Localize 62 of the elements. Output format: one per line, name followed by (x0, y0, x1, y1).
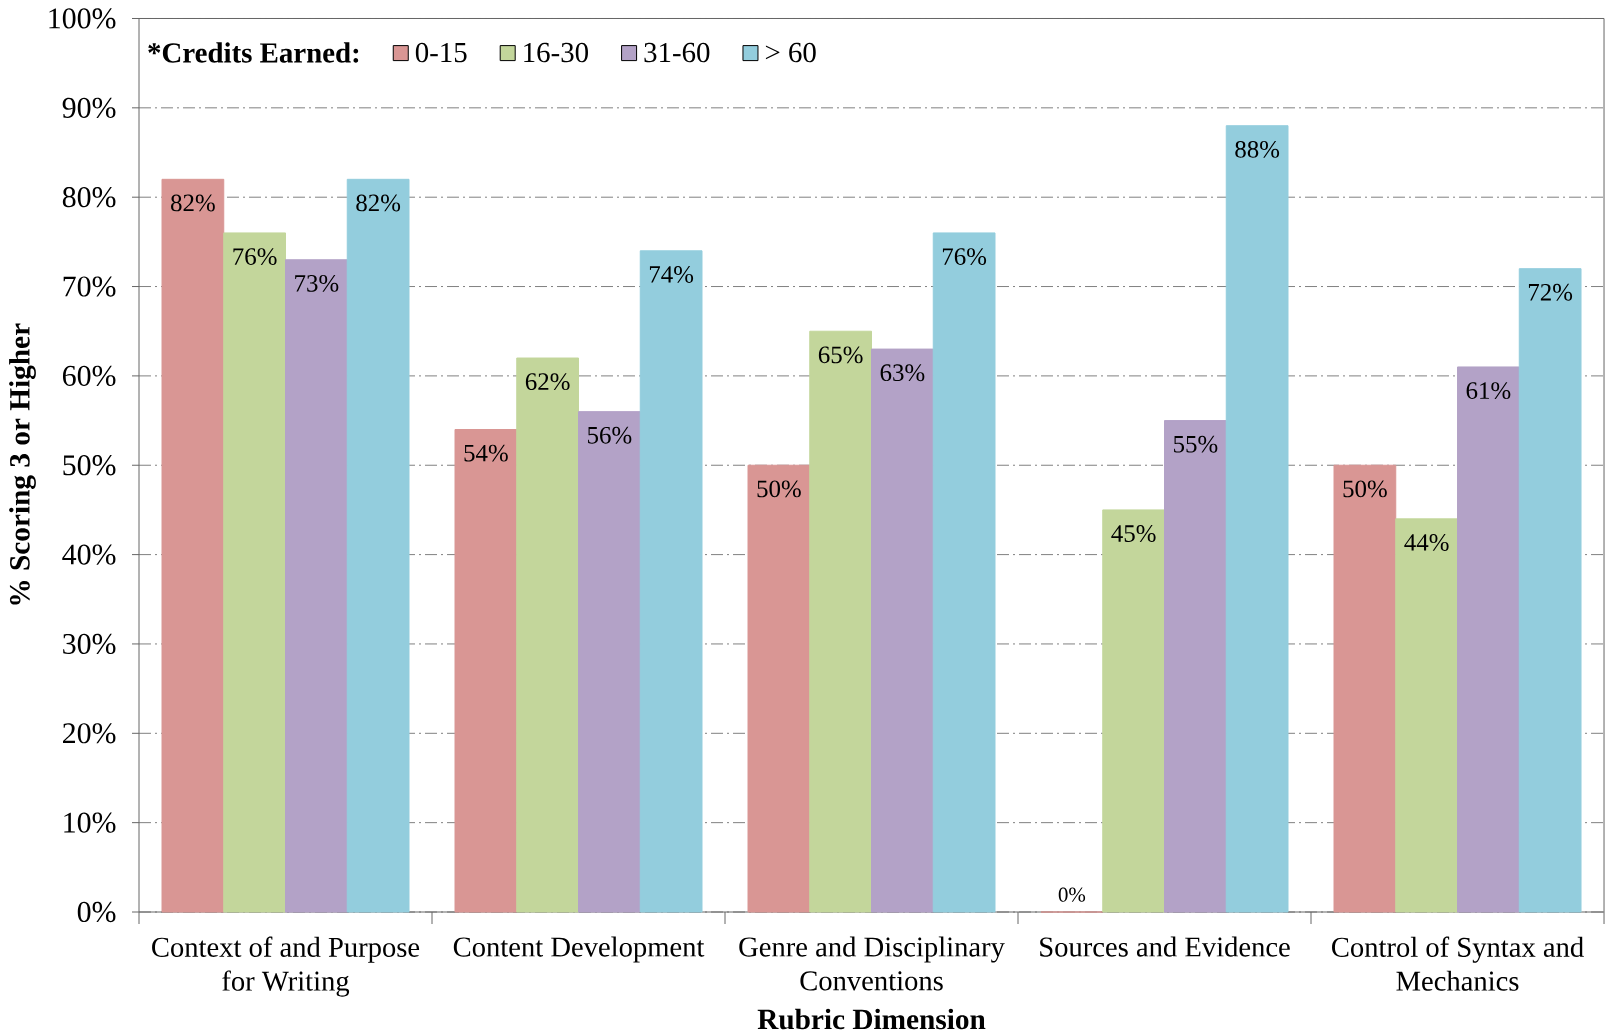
data-label: 72% (1528, 283, 1573, 301)
y-tick-label: 20% (63, 723, 116, 744)
y-tick-label: 0% (77, 901, 116, 923)
bar (747, 464, 811, 913)
data-label: 0% (1058, 887, 1086, 902)
y-tick-label: 100% (49, 8, 116, 29)
x-axis-title: Rubric Dimension (757, 1008, 986, 1030)
bar (809, 330, 873, 913)
bar (1164, 420, 1227, 913)
data-label: 55% (1174, 435, 1218, 453)
bar (1518, 268, 1582, 913)
bar (346, 178, 410, 913)
bar (1102, 509, 1166, 913)
legend-title: *Credits Earned: (148, 42, 359, 63)
bar (454, 429, 518, 913)
y-tick-label: 30% (63, 633, 116, 655)
y-tick-label: 60% (62, 365, 116, 387)
data-label: 88% (1235, 140, 1280, 158)
x-tick-label: Context of and Purpose for Writing (152, 936, 420, 997)
bar (639, 250, 703, 913)
bar (871, 348, 934, 913)
data-label: 50% (1343, 480, 1387, 498)
data-label: 44% (1404, 534, 1449, 551)
y-tick-label: 10% (64, 812, 116, 833)
data-label: 65% (818, 346, 863, 364)
legend-label: 16-30 (524, 42, 588, 63)
x-tick-label: Content Development (453, 936, 705, 963)
legend-label: 31-60 (644, 42, 710, 63)
y-tick-label: 40% (62, 544, 116, 565)
bar (285, 259, 348, 913)
data-label: 73% (295, 274, 339, 292)
bar (578, 411, 641, 913)
data-label: 61% (1466, 382, 1511, 400)
bar (1333, 464, 1397, 913)
y-tick-label: 70% (63, 276, 116, 297)
data-label: 62% (525, 373, 570, 391)
bar (516, 357, 579, 913)
bar (161, 178, 225, 913)
data-label: 56% (588, 426, 632, 444)
y-tick-label: 50% (63, 455, 116, 476)
x-tick-label: Control of Syntax and Mechanics (1332, 936, 1584, 991)
data-label: 54% (464, 444, 508, 462)
y-tick-label: 80% (62, 187, 116, 208)
data-label: 82% (171, 194, 215, 212)
x-tick-label: Sources and Evidence (1040, 936, 1290, 957)
legend-label: 0-15 (415, 42, 467, 63)
data-label: 45% (1111, 525, 1156, 543)
bar (1225, 125, 1289, 913)
legend-label: > 60 (765, 42, 816, 63)
bar (932, 232, 996, 913)
bar (1395, 518, 1459, 913)
bar (1457, 366, 1520, 913)
bar (223, 232, 286, 913)
x-tick-label: Genre and Disciplinary Conventions (739, 936, 1005, 991)
y-axis-title: % Scoring 3 or Higher (9, 323, 36, 605)
data-label: 50% (757, 480, 801, 498)
data-label: 76% (233, 248, 277, 266)
data-label: 76% (942, 248, 987, 266)
y-tick-label: 90% (62, 97, 116, 118)
data-label: 82% (356, 194, 401, 212)
data-label: 63% (880, 364, 925, 382)
data-label: 74% (649, 266, 694, 283)
